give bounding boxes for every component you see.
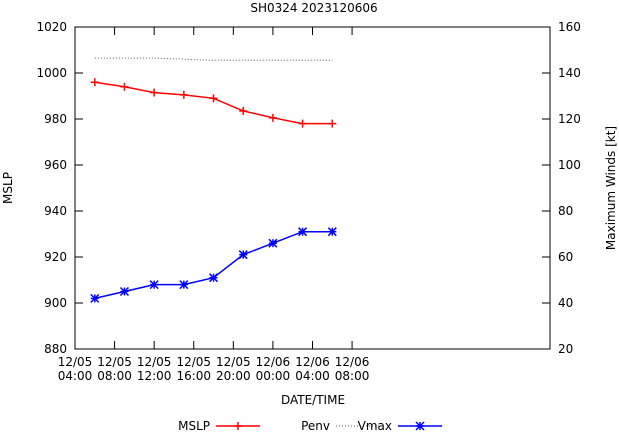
data-point-mslp <box>268 113 277 122</box>
data-point-vmax <box>298 227 308 237</box>
legend-marker-vmax-d2 <box>415 421 425 431</box>
legend-sample-vmax <box>398 421 442 431</box>
data-point-vmax-d2 <box>119 286 130 297</box>
x-axis-label: DATE/TIME <box>281 393 345 407</box>
x-tick-label-date: 12/06 <box>256 355 291 369</box>
right-tick-label: 120 <box>558 112 581 126</box>
y-axis-right-label: Maximum Winds [kt] <box>604 126 618 250</box>
data-point-vmax-d2 <box>179 280 189 290</box>
data-point-mslp <box>328 119 337 128</box>
x-axis: 12/0504:0012/0508:0012/0512:0012/0516:00… <box>58 27 370 383</box>
x-tick-label-date: 12/05 <box>176 355 211 369</box>
right-tick-label: 60 <box>558 250 573 264</box>
data-point-vmax <box>149 280 159 290</box>
data-point-mslp <box>298 119 307 128</box>
right-tick-label: 20 <box>558 342 573 356</box>
data-point-mslp <box>150 88 159 97</box>
x-tick-label-time: 20:00 <box>216 369 251 383</box>
data-point-vmax-d2 <box>90 293 100 303</box>
data-point-vmax <box>238 250 248 260</box>
left-tick-label: 900 <box>44 296 67 310</box>
data-point-vmax-d2 <box>209 273 219 283</box>
series-line-mslp <box>94 81 333 125</box>
x-tick-label-time: 16:00 <box>176 369 211 383</box>
series-layer <box>90 57 337 303</box>
x-tick-label-time: 00:00 <box>256 369 291 383</box>
chart-title: SH0324 2023120606 <box>250 1 377 15</box>
data-point-vmax <box>119 286 130 297</box>
data-point-vmax-d2 <box>298 227 308 237</box>
series-line-penv <box>94 57 333 61</box>
x-tick-label-date: 12/05 <box>97 355 132 369</box>
left-axis: 880 900 920 940 960 980 1000 1020 <box>36 20 83 356</box>
legend-label-vmax: Vmax <box>358 419 392 432</box>
left-tick-label: 940 <box>44 204 67 218</box>
legend-label-mslp: MSLP <box>178 419 210 432</box>
data-point-vmax-d2 <box>327 227 337 237</box>
data-point-mslp <box>239 106 248 115</box>
right-axis: 20 40 60 80 100 120 140 160 <box>542 20 581 356</box>
left-tick-label: 1020 <box>36 20 67 34</box>
data-point-vmax-d2 <box>149 280 159 290</box>
data-point-mslp <box>209 94 218 103</box>
left-tick-label: 920 <box>44 250 67 264</box>
data-point-vmax <box>327 227 337 237</box>
x-tick-label-time: 08:00 <box>335 369 370 383</box>
x-tick-label-date: 12/06 <box>295 355 330 369</box>
x-tick-label-time: 04:00 <box>295 369 330 383</box>
series-line-vmax <box>94 230 333 300</box>
left-tick-label: 960 <box>44 158 67 172</box>
legend: MSLP Penv Vmax <box>178 419 442 432</box>
x-tick-label-date: 12/05 <box>137 355 172 369</box>
legend-label-penv: Penv <box>301 419 330 432</box>
y-axis-left-label: MSLP <box>1 172 15 204</box>
x-tick-label-time: 08:00 <box>97 369 132 383</box>
data-point-vmax-d2 <box>268 238 278 248</box>
right-tick-label: 140 <box>558 66 581 80</box>
data-point-mslp <box>90 78 99 87</box>
left-tick-label: 980 <box>44 112 67 126</box>
x-tick-label-date: 12/06 <box>335 355 370 369</box>
left-tick-label: 1000 <box>36 66 67 80</box>
data-point-vmax <box>90 293 100 303</box>
data-point-vmax <box>268 238 278 248</box>
data-point-vmax <box>209 273 219 283</box>
data-point-mslp <box>120 82 129 91</box>
right-tick-label: 100 <box>558 158 581 172</box>
legend-marker-vmax <box>415 421 425 431</box>
legend-sample-mslp <box>216 422 260 430</box>
x-tick-label-date: 12/05 <box>58 355 93 369</box>
data-point-vmax <box>179 280 189 290</box>
right-tick-label: 40 <box>558 296 573 310</box>
x-tick-label-time: 04:00 <box>58 369 93 383</box>
data-point-vmax-d2 <box>238 250 248 260</box>
right-tick-label: 160 <box>558 20 581 34</box>
data-point-mslp <box>179 90 188 99</box>
left-tick-label: 880 <box>44 342 67 356</box>
x-tick-label-time: 12:00 <box>137 369 172 383</box>
x-tick-label-date: 12/05 <box>216 355 251 369</box>
plot-frame <box>74 26 551 350</box>
right-tick-label: 80 <box>558 204 573 218</box>
legend-marker-mslp <box>234 422 242 430</box>
